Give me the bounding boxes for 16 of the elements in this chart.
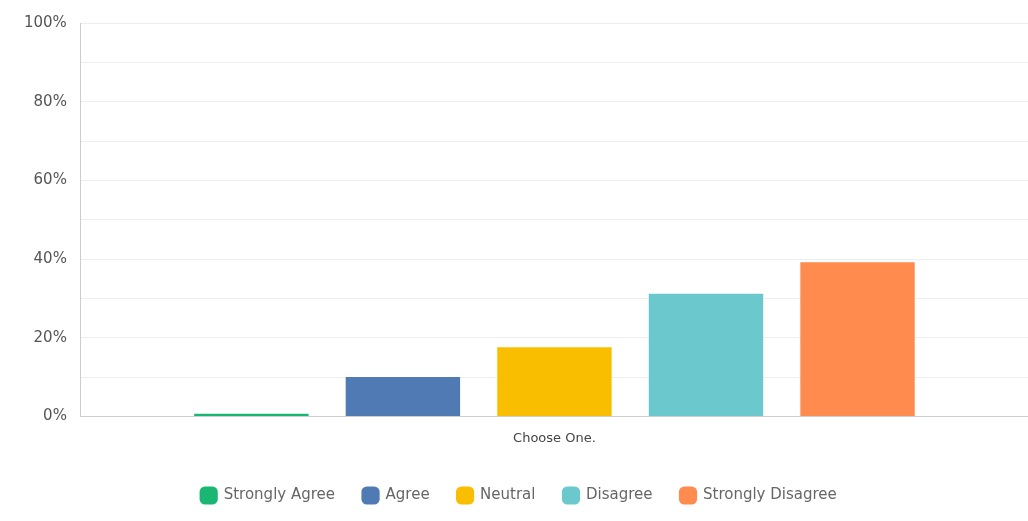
bar <box>648 293 764 416</box>
bar <box>497 347 612 416</box>
legend-label: Agree <box>385 485 430 504</box>
y-tick-label: 80% <box>33 91 67 110</box>
legend-label: Disagree <box>585 485 653 504</box>
y-tick-label: 100% <box>23 12 67 31</box>
legend-label: Strongly Agree <box>223 485 336 504</box>
y-tick-label: 20% <box>33 327 67 346</box>
legend-label: Strongly Disagree <box>703 485 837 504</box>
bar <box>345 377 461 416</box>
y-tick-label: 60% <box>33 170 67 189</box>
x-tick-label: Choose One. <box>513 429 596 445</box>
bar <box>800 262 915 416</box>
legend-label: Neutral <box>480 485 536 504</box>
y-tick-label: 0% <box>43 406 67 425</box>
y-tick-label: 40% <box>33 248 67 267</box>
